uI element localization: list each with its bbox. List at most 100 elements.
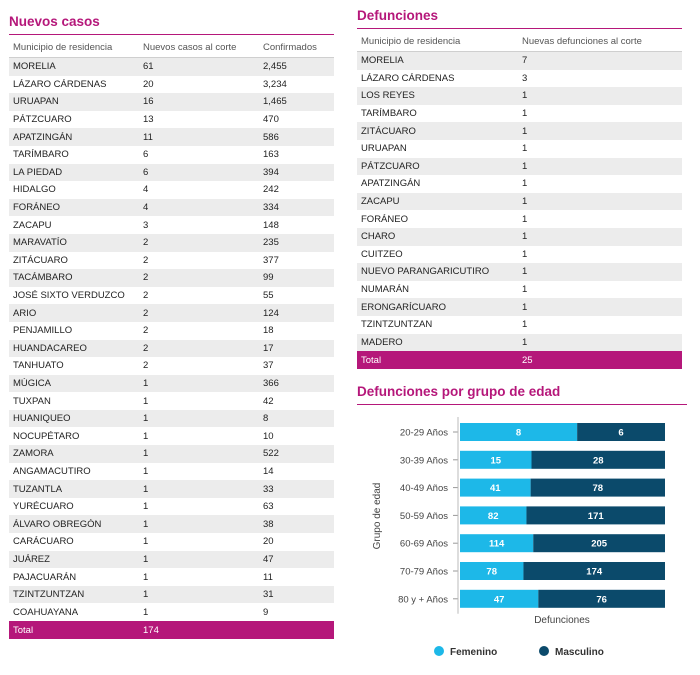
count-cell: 2: [143, 272, 149, 284]
municipio-cell: COAHUAYANA: [13, 606, 79, 618]
municipio-cell: CHARO: [361, 231, 396, 243]
count-cell: 3: [143, 219, 149, 231]
confirmados-cell: 470: [263, 114, 279, 126]
confirmados-cell: 14: [263, 465, 274, 477]
confirmados-cell: 10: [263, 430, 274, 442]
confirmados-cell: 586: [263, 131, 279, 143]
count-cell: 13: [143, 114, 154, 126]
total-label: Total: [13, 624, 34, 636]
confirmados-cell: 377: [263, 254, 279, 266]
municipio-cell: LÁZARO CÁRDENAS: [13, 78, 107, 90]
count-cell: 11: [143, 131, 153, 143]
municipio-cell: ZAMORA: [13, 448, 54, 460]
table-row: ZACAPU 1: [357, 192, 682, 211]
table-row: PÁTZCUARO 13 470: [9, 110, 334, 129]
table-row: TARÍMBARO 1: [357, 104, 682, 123]
confirmados-cell: 8: [263, 413, 269, 425]
bar-value-label: 6: [618, 428, 623, 439]
count-cell: 1: [522, 284, 528, 296]
confirmados-cell: 42: [263, 395, 274, 407]
municipio-cell: TZINTZUNTZAN: [361, 319, 433, 331]
chart-title-rule: [357, 404, 687, 405]
table-row: ZITÁCUARO 1: [357, 122, 682, 140]
municipio-cell: ANGAMACUTIRO: [13, 465, 91, 477]
count-cell: 1: [143, 483, 149, 495]
bar-value-label: 15: [490, 455, 501, 466]
table-row: PAJACUARÁN 1 11: [9, 568, 334, 586]
bar-segment-femenino: [460, 589, 539, 608]
defunciones-header-row: Municipio de residencia Nuevas defuncion…: [357, 31, 682, 52]
bar-value-label: 114: [489, 539, 505, 550]
count-cell: 1: [522, 301, 528, 313]
total-label: Total: [361, 354, 382, 366]
bar-value-label: 41: [490, 483, 501, 494]
municipio-cell: LA PIEDAD: [13, 166, 63, 178]
bar-value-label: 205: [591, 539, 608, 550]
nuevos-casos-total-row: Total 174: [9, 621, 334, 639]
municipio-cell: MORELIA: [361, 55, 404, 67]
table-row: TZINTZUNTZAN 1 31: [9, 585, 334, 604]
table-row: MORELIA 61 2,455: [9, 58, 334, 76]
nuevos-casos-header-row: Municipio de residencia Nuevos casos al …: [9, 37, 334, 58]
table-row: URUAPAN 16 1,465: [9, 93, 334, 111]
count-cell: 1: [143, 571, 149, 583]
municipio-cell: ZITÁCUARO: [361, 125, 416, 137]
municipio-cell: ZACAPU: [13, 219, 52, 231]
col-header-nuevas-defunciones: Nuevas defunciones al corte: [522, 35, 642, 47]
bar-segment-masculino: [533, 534, 665, 553]
confirmados-cell: 99: [263, 272, 274, 284]
table-row: JOSÉ SIXTO VERDUZCO 2 55: [9, 286, 334, 305]
table-row: ERONGARÍCUARO 1: [357, 298, 682, 316]
table-row: CHARO 1: [357, 227, 682, 246]
count-cell: 2: [143, 342, 149, 354]
count-cell: 1: [522, 108, 528, 120]
col-header-confirmados: Confirmados: [263, 41, 317, 53]
confirmados-cell: 18: [263, 325, 274, 337]
count-cell: 16: [143, 96, 154, 108]
table-row: ZITÁCUARO 2 377: [9, 251, 334, 270]
bar-segment-masculino: [538, 589, 665, 608]
municipio-cell: TUXPAN: [13, 395, 51, 407]
count-cell: 1: [522, 319, 528, 331]
bar-segment-femenino: [460, 534, 534, 553]
count-cell: 2: [143, 325, 149, 337]
table-row: COAHUAYANA 1 9: [9, 603, 334, 621]
table-row: YURÉCUARO 1 63: [9, 497, 334, 516]
bar-value-label: 174: [586, 567, 603, 578]
count-cell: 1: [522, 160, 528, 172]
confirmados-cell: 124: [263, 307, 279, 319]
count-cell: 1: [522, 213, 528, 225]
count-cell: 6: [143, 149, 149, 161]
municipio-cell: JUÁREZ: [13, 553, 50, 565]
confirmados-cell: 394: [263, 166, 279, 178]
category-tick-label: 20-29 Años: [400, 428, 448, 439]
table-row: PÁTZCUARO 1: [357, 157, 682, 176]
municipio-cell: ZACAPU: [361, 196, 400, 208]
bar-value-label: 28: [593, 455, 604, 466]
municipio-cell: JOSÉ SIXTO VERDUZCO: [13, 290, 125, 302]
defunciones-title: Defunciones: [357, 8, 439, 23]
municipio-cell: ZITÁCUARO: [13, 254, 68, 266]
count-cell: 1: [143, 448, 149, 460]
count-cell: 1: [522, 231, 528, 243]
confirmados-cell: 63: [263, 501, 274, 513]
defunciones-title-rule: [357, 28, 682, 29]
col-header-municipio: Municipio de residencia: [361, 35, 461, 47]
municipio-cell: TACÁMBARO: [13, 272, 73, 284]
table-row: TUXPAN 1 42: [9, 392, 334, 410]
bar-value-label: 82: [488, 511, 499, 522]
count-cell: 1: [522, 90, 528, 102]
bar-value-label: 78: [593, 483, 604, 494]
municipio-cell: NUEVO PARANGARICUTIRO: [361, 266, 490, 278]
table-row: FORÁNEO 1: [357, 210, 682, 228]
confirmados-cell: 31: [263, 589, 274, 601]
bar-segment-femenino: [460, 506, 527, 525]
count-cell: 1: [522, 266, 528, 278]
bar-value-label: 78: [486, 567, 497, 578]
bar-segment-femenino: [460, 562, 524, 580]
total-value: 174: [143, 624, 159, 636]
confirmados-cell: 235: [263, 237, 279, 249]
bar-segment-masculino: [530, 478, 665, 497]
legend-swatch-masculino: [539, 646, 549, 656]
count-cell: 1: [143, 465, 149, 477]
